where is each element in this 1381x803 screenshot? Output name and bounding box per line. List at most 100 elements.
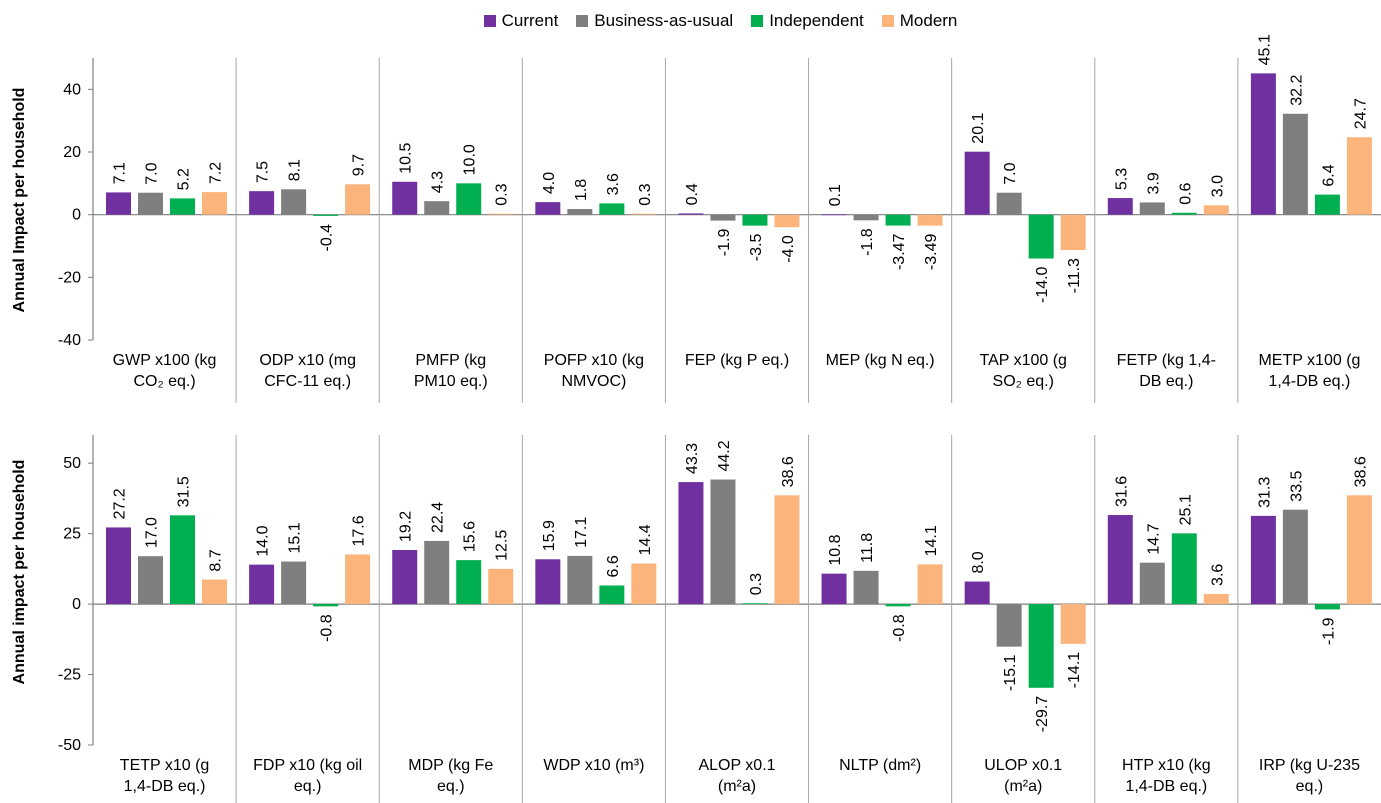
bar: [1346, 137, 1372, 215]
bar: [1346, 495, 1372, 605]
data-label: 10.5: [398, 143, 415, 174]
bar: [567, 555, 593, 605]
bar: [996, 604, 1022, 647]
data-label: 31.6: [1113, 476, 1130, 507]
y-tick-label: 0: [72, 596, 81, 613]
category-label: FEP (kg P eq.): [685, 352, 789, 369]
data-label: 8.0: [970, 551, 987, 573]
data-label: 20.1: [970, 112, 987, 143]
bar: [106, 192, 131, 215]
legend-swatch: [483, 15, 496, 27]
data-label: 5.3: [1113, 168, 1130, 190]
bar: [964, 581, 990, 605]
data-label: 7.2: [208, 162, 225, 184]
legend-swatch: [881, 15, 894, 27]
category-label: PMFP (kg: [415, 352, 486, 369]
bar: [345, 554, 371, 605]
legend-item: Current: [483, 11, 558, 31]
bar: [710, 214, 736, 221]
bar: [821, 214, 847, 216]
data-label: 10.8: [827, 534, 844, 565]
category-label: TAP x100 (g: [979, 352, 1066, 369]
data-label: -1.9: [716, 229, 733, 257]
data-label: 33.5: [1288, 470, 1305, 501]
bar: [1282, 509, 1308, 605]
y-tick-label: 20: [63, 144, 81, 161]
category-label: NLTP (dm²): [839, 757, 921, 774]
data-label: -1.8: [859, 228, 876, 256]
data-label: 12.5: [494, 530, 511, 561]
bar: [599, 203, 625, 215]
bar: [1060, 604, 1086, 644]
data-label: 7.0: [1002, 162, 1019, 184]
bar: [1107, 198, 1133, 215]
data-label: 7.0: [144, 162, 161, 184]
category-label: HTP x10 (kg: [1122, 757, 1211, 774]
data-label: 17.1: [573, 517, 590, 548]
category-label: CO₂ eq.): [133, 373, 195, 390]
bar: [281, 561, 307, 605]
data-label: 32.2: [1288, 75, 1305, 106]
bar: [1107, 515, 1133, 605]
bar: [917, 564, 943, 605]
bar: [535, 559, 561, 605]
bar: [678, 213, 704, 215]
data-label: 10.0: [462, 144, 479, 175]
data-label: 1.8: [573, 179, 590, 201]
legend-label: Modern: [899, 11, 958, 30]
category-label: DB eq.): [1139, 373, 1193, 390]
bar: [742, 603, 768, 605]
bar: [138, 192, 163, 215]
data-label: -3.47: [891, 233, 908, 270]
category-label: 1,4-DB eq.): [124, 778, 206, 795]
y-axis-title: Annual impact per household: [11, 460, 28, 685]
y-tick-label: 25: [63, 526, 81, 543]
data-label: 38.6: [780, 456, 797, 487]
data-label: 0.1: [827, 184, 844, 206]
data-label: 8.7: [208, 549, 225, 571]
data-label: 9.7: [351, 154, 368, 176]
bar: [488, 213, 514, 215]
bar: [170, 198, 195, 215]
category-label: 1,4-DB eq.): [1125, 778, 1207, 795]
legend-swatch: [576, 15, 589, 27]
bar: [885, 604, 911, 607]
category-label: 1,4-DB eq.): [1269, 373, 1351, 390]
bar: [996, 192, 1022, 215]
category-label: FETP (kg 1,4-: [1117, 352, 1216, 369]
y-tick-label: 40: [63, 81, 81, 98]
data-label: -3.49: [923, 234, 940, 271]
category-label: (m²a): [1004, 778, 1042, 795]
bar: [1028, 604, 1054, 688]
y-axis-title: Annual Impact per household: [11, 88, 28, 313]
data-label: 0.3: [637, 183, 654, 205]
bar: [488, 568, 514, 605]
y-tick-label: -25: [58, 667, 81, 684]
bar: [535, 202, 561, 215]
bar: [964, 151, 990, 215]
bar: [392, 549, 418, 605]
category-label: PM10 eq.): [414, 373, 488, 390]
data-label: -1.9: [1320, 617, 1337, 645]
data-label: 38.6: [1352, 456, 1369, 487]
data-label: 14.4: [637, 524, 654, 555]
data-label: 15.6: [462, 521, 479, 552]
bar: [202, 579, 227, 605]
data-label: 3.0: [1209, 175, 1226, 197]
data-label: -3.5: [748, 234, 765, 262]
bar: [1028, 214, 1054, 259]
category-label: eq.): [294, 778, 322, 795]
bar: [1139, 562, 1165, 605]
legend-label: Independent: [769, 11, 864, 30]
legend-item: Independent: [751, 11, 864, 31]
category-label: ALOP x0.1: [698, 757, 775, 774]
category-label: POFP x10 (kg: [544, 352, 644, 369]
category-label: ULOP x0.1: [984, 757, 1062, 774]
y-tick-label: 0: [72, 207, 81, 224]
category-label: METP x100 (g: [1258, 352, 1360, 369]
category-label: ODP x10 (mg: [259, 352, 356, 369]
category-label: eq.): [437, 778, 465, 795]
data-label: 17.6: [351, 515, 368, 546]
data-label: 14.1: [923, 525, 940, 556]
